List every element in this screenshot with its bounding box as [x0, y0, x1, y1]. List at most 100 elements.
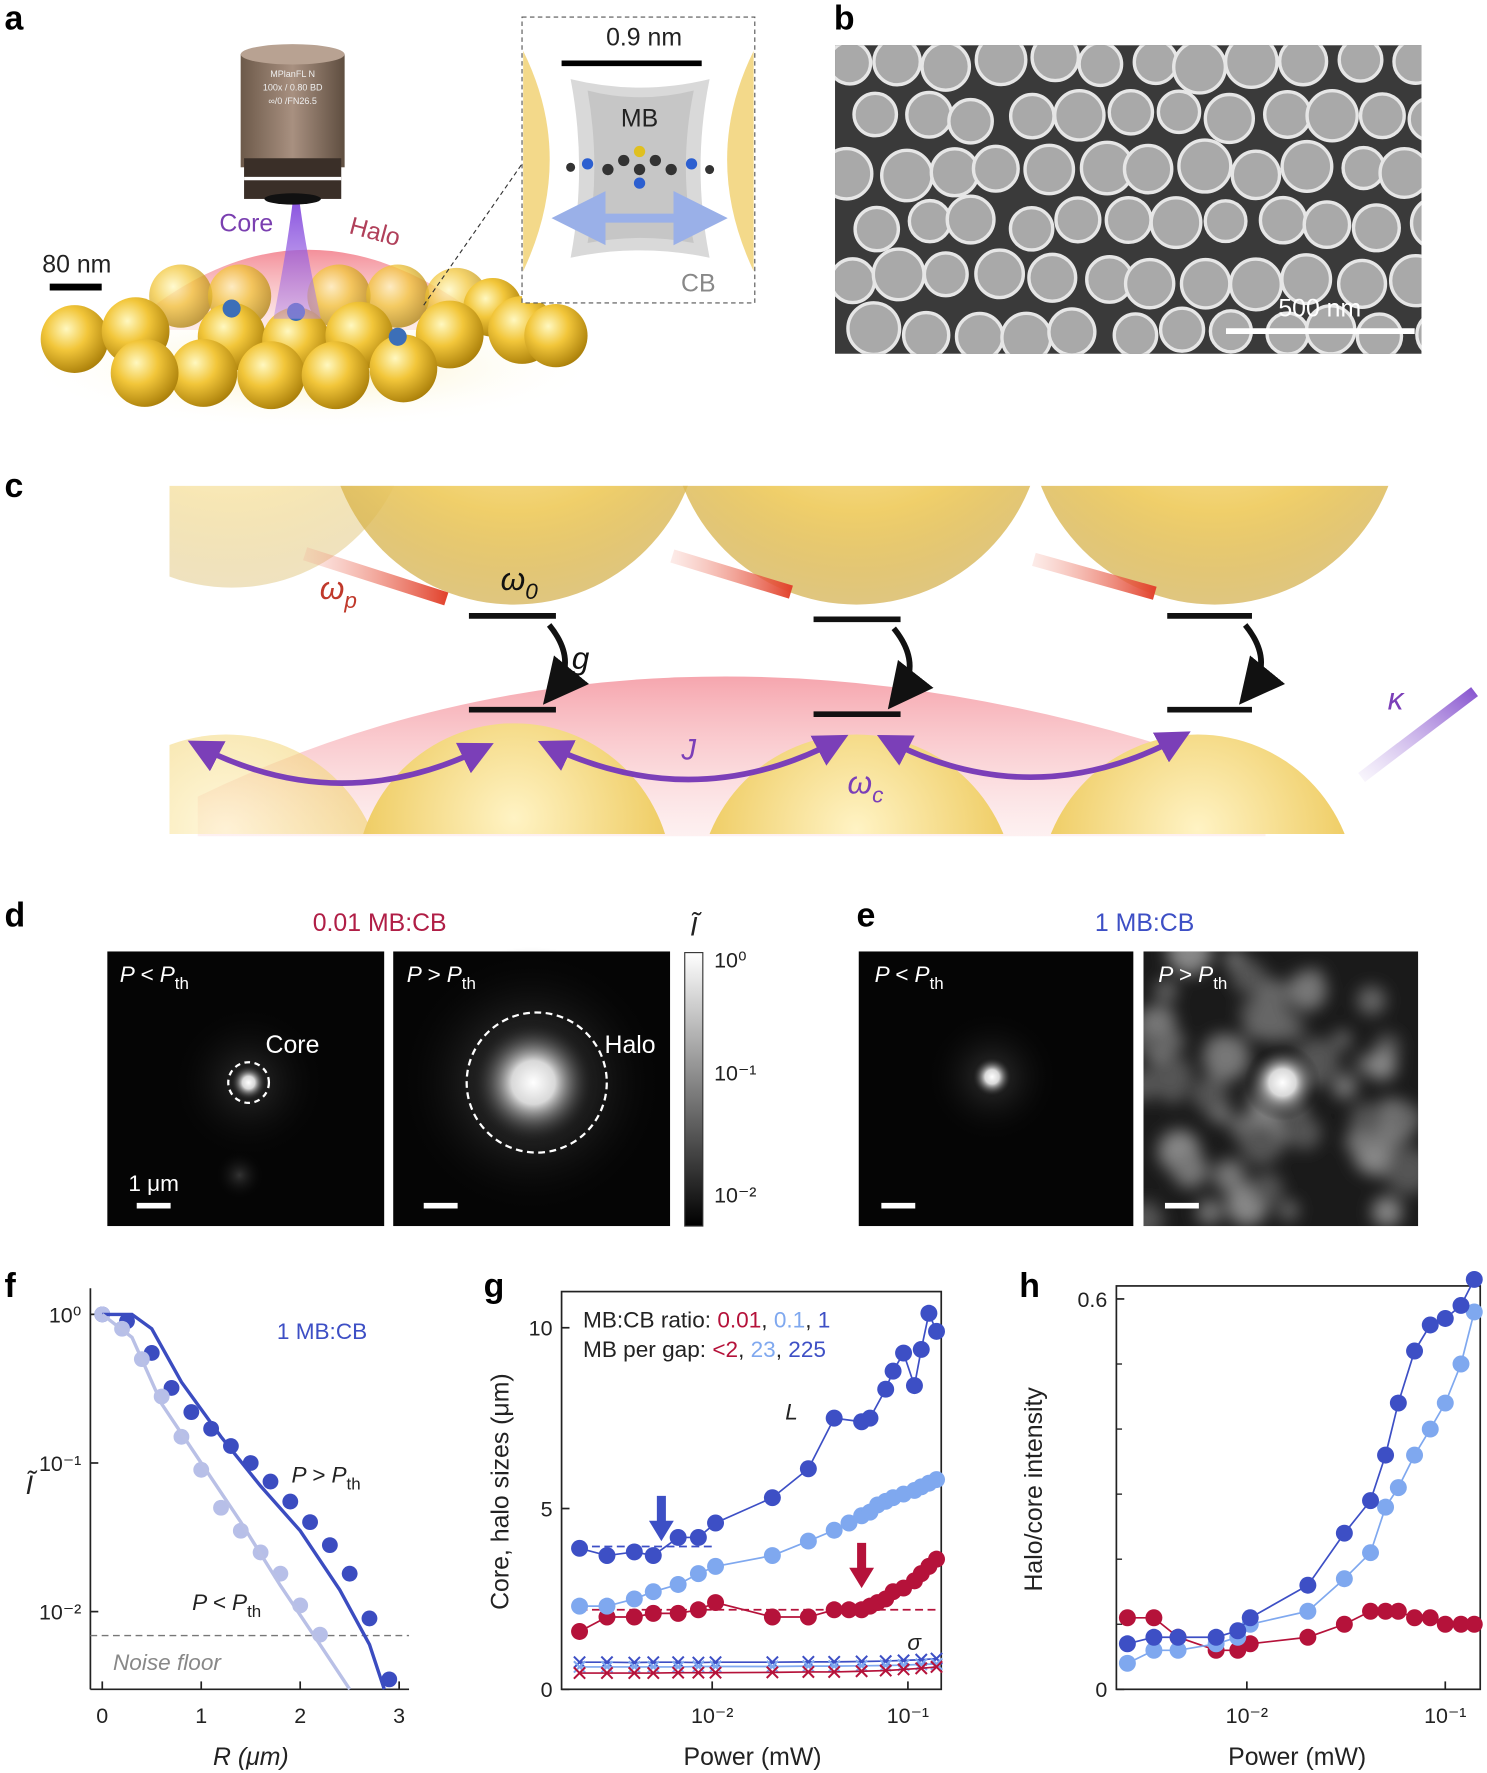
data-point	[1452, 1355, 1470, 1373]
text: P < P	[192, 1590, 247, 1615]
condition-label: P > Pth	[407, 962, 476, 993]
objective-text: MPlanFL N	[270, 69, 315, 79]
data-point	[644, 1547, 662, 1565]
data-point	[627, 1666, 641, 1680]
particle	[846, 301, 902, 354]
x-tick-label: 3	[393, 1704, 405, 1728]
x-tick-label: 10⁻¹	[1424, 1704, 1466, 1728]
particle	[1203, 92, 1256, 145]
particle	[871, 247, 926, 302]
data-point	[644, 1583, 662, 1601]
data-point	[1118, 1654, 1136, 1672]
data-point	[302, 1514, 318, 1531]
speckle-blob	[1163, 1030, 1186, 1053]
particle	[1336, 258, 1388, 309]
data-point	[928, 1550, 945, 1568]
data-point	[689, 1565, 707, 1583]
coupling-arrows	[542, 623, 1286, 710]
data-point	[707, 1594, 725, 1612]
particle	[1355, 312, 1404, 354]
speckle-blob	[1212, 1159, 1246, 1193]
legend-entry: 23	[751, 1337, 776, 1362]
nanoparticles	[40, 264, 588, 410]
data-point	[1421, 1316, 1439, 1334]
speckle-blob	[1331, 1073, 1358, 1100]
data-point	[799, 1532, 817, 1550]
data-point	[801, 1659, 815, 1673]
data-point	[1241, 1609, 1259, 1627]
speckle-blob	[1393, 1104, 1419, 1134]
colorbar-tick-label: 10⁻¹	[714, 1061, 756, 1085]
data-point	[763, 1489, 781, 1507]
particle	[1407, 98, 1422, 141]
cavity-label: ωc	[847, 764, 884, 807]
loss-arrow	[1358, 687, 1478, 782]
data-point	[709, 1666, 722, 1680]
symbol: ω	[320, 570, 345, 606]
text: P > P	[292, 1463, 347, 1488]
scale-label: 500 nm	[1278, 295, 1361, 322]
data-point	[1436, 1309, 1454, 1327]
panel-letter: b	[834, 0, 855, 37]
particle	[1351, 203, 1401, 253]
particle	[835, 146, 874, 201]
scale-label: 80 nm	[42, 251, 111, 278]
subscript: 0	[525, 579, 538, 604]
legend-entry: 0.1	[774, 1308, 805, 1333]
particle	[1030, 45, 1081, 83]
data-point	[1145, 1628, 1163, 1646]
y-tick-label: 10⁻²	[39, 1601, 81, 1625]
data-point	[840, 1601, 858, 1619]
particle	[1179, 257, 1232, 310]
data-point	[321, 1537, 338, 1554]
x-axis-label: Power (mW)	[1228, 1744, 1366, 1771]
particle	[907, 198, 953, 244]
panel-d: d 0.01 MB:CB P < Pth P > Pth Core Halo 1…	[5, 897, 756, 1227]
particle	[1258, 195, 1308, 245]
condition-label: P > Pth	[1158, 962, 1227, 993]
image-spot	[971, 1056, 1013, 1098]
data-point	[877, 1380, 895, 1398]
data-point	[914, 1661, 928, 1675]
data-point	[1389, 1602, 1407, 1620]
speckle-blob	[1243, 1020, 1262, 1039]
particle	[974, 248, 1026, 300]
data-point	[1118, 1609, 1136, 1627]
particle	[1230, 149, 1282, 201]
data-point	[361, 1610, 378, 1627]
coupling-label: g	[572, 640, 590, 676]
series-line	[102, 1312, 386, 1690]
image-glow	[214, 1150, 265, 1201]
threshold-arrow	[648, 1495, 674, 1542]
data-point	[625, 1608, 643, 1626]
data-point	[1229, 1641, 1247, 1659]
data-point	[625, 1590, 643, 1608]
legend-entry: 225	[788, 1337, 826, 1362]
subscript: th	[175, 974, 189, 993]
x-axis-label: Power (mW)	[684, 1744, 822, 1771]
speckle-blob	[1356, 985, 1386, 1015]
data-point	[855, 1664, 868, 1678]
data-point	[1118, 1635, 1136, 1653]
core-label: Core	[219, 211, 273, 238]
panel-letter: d	[5, 897, 26, 935]
data-point	[707, 1514, 725, 1532]
speckle-blob	[1371, 1196, 1403, 1227]
annotation: 1 MB:CB	[277, 1319, 367, 1344]
data-point	[895, 1344, 913, 1362]
particle	[1132, 45, 1179, 86]
particle	[1008, 92, 1056, 140]
particle	[1112, 312, 1159, 354]
halo-ring	[465, 1011, 608, 1154]
data-point	[827, 1665, 841, 1679]
panel-title: 1 MB:CB	[1095, 910, 1194, 937]
data-point	[1335, 1570, 1353, 1588]
data-point	[861, 1409, 879, 1427]
particle	[1107, 89, 1155, 136]
series-line	[101, 1313, 352, 1691]
colorbar	[684, 952, 704, 1227]
particle	[852, 91, 899, 138]
data-point	[920, 1304, 938, 1322]
data-point	[1145, 1641, 1163, 1659]
